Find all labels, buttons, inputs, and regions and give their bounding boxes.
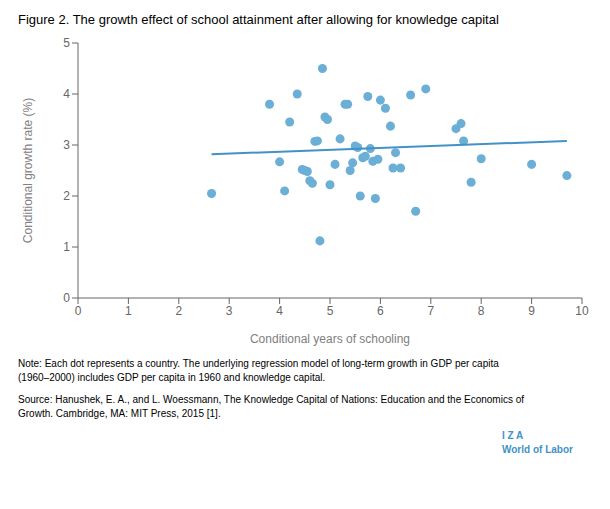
svg-text:1: 1 <box>125 304 132 318</box>
svg-text:5: 5 <box>63 36 70 50</box>
html-text:Figure 2. The growth effect of: Figure 2. The growth effect of school at… <box>18 12 499 27</box>
svg-text:0: 0 <box>63 291 70 305</box>
svg-text:9: 9 <box>528 304 535 318</box>
svg-text:10: 10 <box>575 304 589 318</box>
svg-text:Conditional growth rate (%): Conditional growth rate (%) <box>21 98 35 243</box>
html-text:I Z A World of Labor: I Z A World of Labor <box>502 430 573 455</box>
html-text:Note: Each dot represents a co: Note: Each dot represents a country. The… <box>18 358 499 383</box>
svg-text:Conditional years of schooling: Conditional years of schooling <box>250 332 410 346</box>
svg-text:2: 2 <box>63 189 70 203</box>
html-text:Source: Hanushek, E. A., and L: Source: Hanushek, E. A., and L. Woessman… <box>18 394 524 419</box>
svg-text:2: 2 <box>175 304 182 318</box>
svg-text:4: 4 <box>276 304 283 318</box>
svg-text:4: 4 <box>63 87 70 101</box>
svg-text:6: 6 <box>377 304 384 318</box>
svg-text:3: 3 <box>63 138 70 152</box>
svg-text:8: 8 <box>478 304 485 318</box>
svg-text:0: 0 <box>75 304 82 318</box>
svg-text:7: 7 <box>427 304 434 318</box>
svg-text:3: 3 <box>226 304 233 318</box>
svg-text:5: 5 <box>327 304 334 318</box>
svg-text:1: 1 <box>63 240 70 254</box>
